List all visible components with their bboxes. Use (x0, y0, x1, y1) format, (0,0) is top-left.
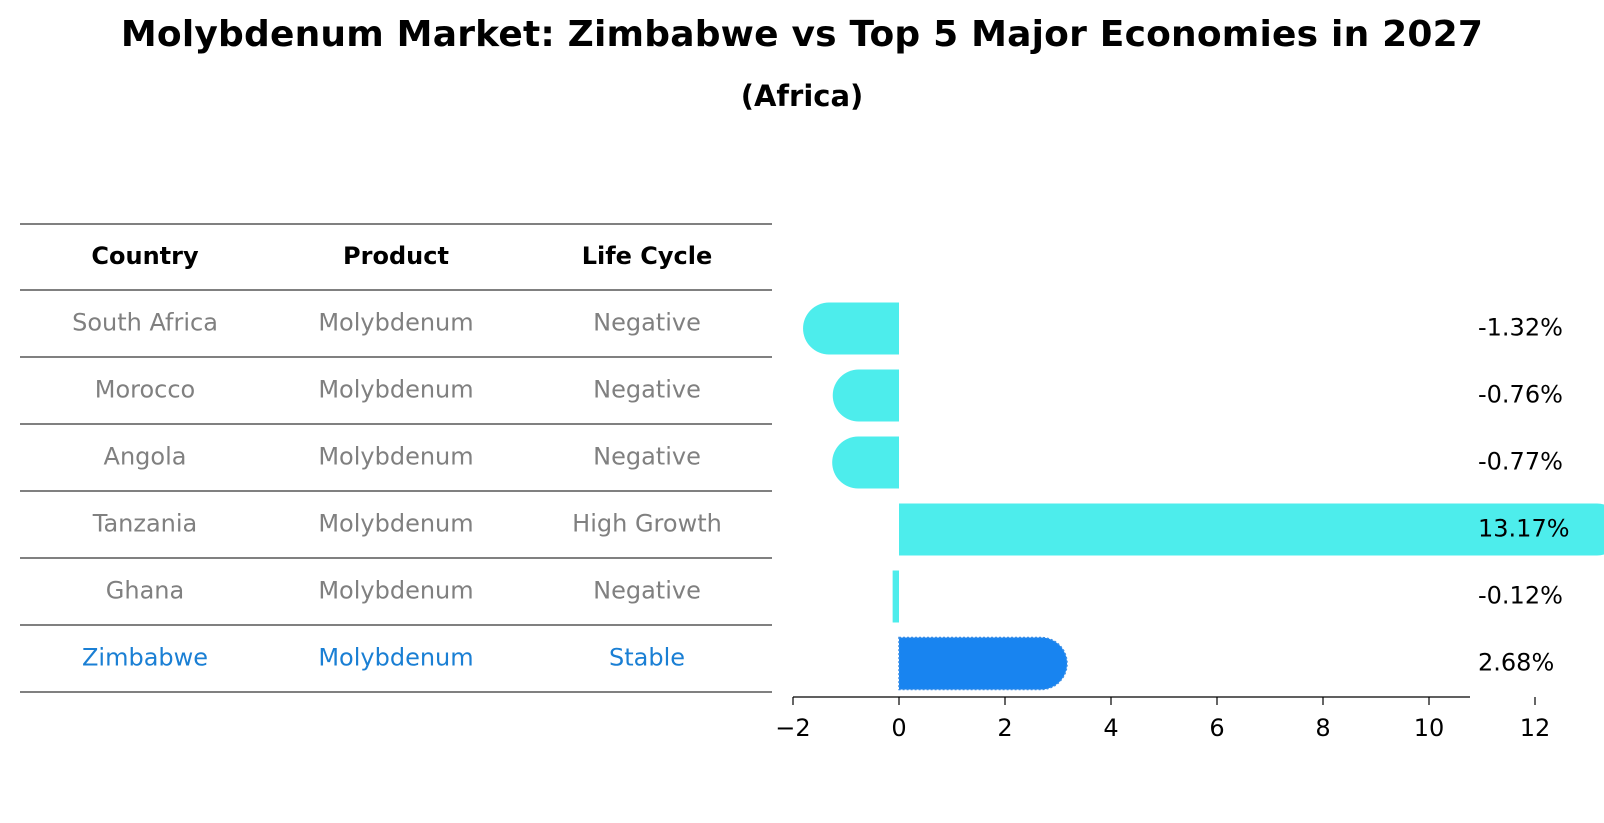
table-header-1: Product (343, 242, 449, 270)
bar-morocco (832, 369, 899, 422)
table-cell-country: Tanzania (92, 510, 198, 538)
table-cell-product: Molybdenum (318, 376, 473, 404)
bar-tanzania (899, 503, 1604, 556)
table-cell-country: Angola (104, 443, 187, 471)
bar-value-label: 2.68% (1478, 649, 1554, 677)
x-tick-label: 8 (1315, 714, 1330, 742)
bar-plot: -1.32% -0.76% -0.77% 13.17% -0.12% 2.68% (803, 302, 1604, 691)
table-cell-product: Molybdenum (318, 443, 473, 471)
table-cell-country: Morocco (95, 376, 196, 404)
chart-title: Molybdenum Market: Zimbabwe vs Top 5 Maj… (120, 14, 1484, 55)
bar-ghana (892, 570, 899, 623)
x-tick-label: −2 (775, 714, 810, 742)
table-cell-product: Molybdenum (318, 510, 473, 538)
table-cell-life_cycle: High Growth (572, 510, 722, 538)
table-cell-product: Molybdenum (318, 577, 473, 605)
x-tick-label: 0 (891, 714, 906, 742)
x-tick-label: 6 (1209, 714, 1224, 742)
chart-subtitle: (Africa) (740, 79, 864, 113)
bar-south-africa (803, 302, 899, 355)
table-cell-product: Molybdenum (318, 644, 473, 672)
x-tick-label: 12 (1520, 714, 1551, 742)
bar-zimbabwe (898, 636, 1068, 691)
table-cell-life_cycle: Negative (593, 376, 701, 404)
table-cell-life_cycle: Stable (609, 644, 685, 672)
bar-value-label: -0.12% (1478, 582, 1563, 610)
table-cell-life_cycle: Negative (593, 577, 701, 605)
bar-value-label: -0.77% (1478, 448, 1563, 476)
table-cell-country: Ghana (106, 577, 184, 605)
table-cell-product: Molybdenum (318, 309, 473, 337)
data-table: Country Product Life Cycle South Africa Moly… (20, 223, 772, 693)
x-tick-label: 2 (997, 714, 1012, 742)
bar-value-label: 13.17% (1478, 515, 1570, 543)
bar-value-label: -0.76% (1478, 381, 1563, 409)
table-cell-country: Zimbabwe (82, 644, 208, 672)
x-tick-label: 4 (1103, 714, 1118, 742)
bar-value-label: -1.32% (1478, 314, 1563, 342)
table-cell-life_cycle: Negative (593, 309, 701, 337)
x-axis: −2 0 2 4 6 8 10 12 (775, 696, 1551, 742)
bar-angola (832, 436, 899, 489)
table-header-2: Life Cycle (582, 242, 713, 270)
table-cell-life_cycle: Negative (593, 443, 701, 471)
table-header-0: Country (91, 242, 199, 270)
x-tick-label: 10 (1414, 714, 1445, 742)
table-cell-country: South Africa (72, 309, 218, 337)
